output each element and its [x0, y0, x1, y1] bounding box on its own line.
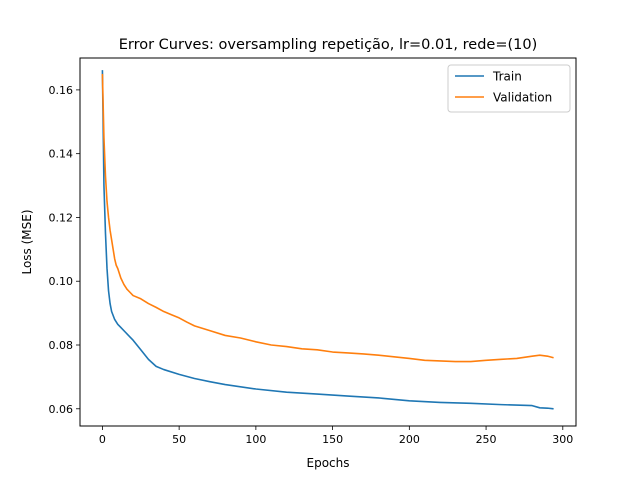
y-tick-label: 0.10 [49, 275, 74, 288]
x-tick-label: 150 [322, 433, 343, 446]
axes-layer: 0 50 100 150 200 250 300 0.06 0.08 0.10 0.12 0.14 0.… [49, 84, 574, 446]
y-tick-label: 0.12 [49, 211, 74, 224]
y-axis-label: Loss (MSE) [20, 209, 34, 274]
series-line-train [101, 70, 554, 410]
x-tick-label: 0 [99, 433, 106, 446]
axes-frame [79, 57, 577, 427]
legend: Train Validation [447, 64, 571, 113]
x-tick-label: 200 [399, 433, 420, 446]
x-tick-label: 250 [476, 433, 497, 446]
chart-title: Error Curves: oversampling repetição, lr… [119, 37, 538, 53]
series-line-validation [101, 73, 554, 363]
x-axis-label: Epochs [307, 456, 350, 470]
plot-area: 0 50 100 150 200 250 300 0.06 0.08 0.10 0.12 0.14 0.… [49, 57, 577, 446]
y-tick-label: 0.16 [49, 84, 74, 97]
x-tick-label: 300 [552, 433, 573, 446]
x-tick-label: 100 [245, 433, 266, 446]
legend-label-validation: Validation [493, 91, 552, 105]
x-tick-label: 50 [172, 433, 186, 446]
y-tick-label: 0.06 [49, 403, 74, 416]
legend-label-train: Train [492, 70, 522, 84]
series-layer [101, 70, 554, 410]
y-tick-label: 0.08 [49, 339, 74, 352]
y-tick-label: 0.14 [49, 148, 74, 161]
